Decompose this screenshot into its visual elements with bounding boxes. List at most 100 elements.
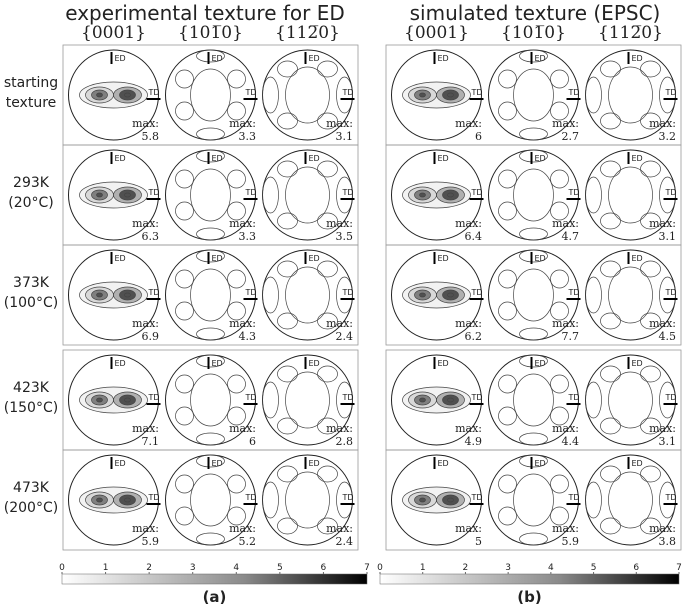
contour (277, 212, 298, 230)
contour (317, 160, 338, 178)
contour (317, 365, 338, 383)
contour (96, 192, 103, 198)
contour (227, 406, 246, 426)
td-label: TD (342, 493, 354, 502)
max-value: 3.3 (239, 130, 257, 143)
contour (277, 417, 298, 435)
contour (513, 168, 554, 222)
colorbar (379, 573, 680, 585)
ed-label: ED (438, 459, 449, 468)
contour (550, 474, 569, 494)
contour (550, 101, 569, 121)
contour (419, 92, 426, 98)
contour (498, 406, 517, 426)
max-value: 3.1 (659, 435, 677, 448)
max-value: 3.5 (336, 230, 354, 243)
column-header: {112̅0} (275, 23, 340, 43)
row-label: 373K (13, 275, 50, 291)
row-frame (385, 449, 682, 551)
td-label: TD (471, 88, 483, 97)
row-label: (200°C) (4, 500, 58, 516)
max-label: max: (455, 317, 482, 330)
contour (124, 192, 131, 198)
td-label: TD (568, 288, 580, 297)
right-title: simulated texture (EPSC) (410, 1, 661, 25)
contour (519, 249, 548, 263)
contour (659, 481, 676, 519)
contour (285, 371, 330, 429)
max-label: max: (552, 117, 579, 130)
contour (659, 381, 676, 419)
contour (447, 92, 454, 98)
contour (190, 68, 231, 122)
ed-label: ED (535, 154, 546, 163)
contour (124, 292, 131, 298)
pole-figure: ED TD max:6.4 (391, 149, 484, 243)
contour (498, 201, 517, 221)
max-value: 4.3 (239, 330, 257, 343)
pole-figure: ED TD max:3.2 (585, 49, 678, 143)
pole-figure: ED TD max:6.9 (68, 249, 161, 343)
contour (550, 169, 569, 189)
max-label: max: (229, 217, 256, 230)
contour (419, 497, 426, 503)
max-value: 7.7 (562, 330, 580, 343)
contour (277, 465, 298, 483)
contour (262, 381, 279, 419)
contour (585, 381, 602, 419)
ed-label: ED (212, 254, 223, 263)
contour (277, 517, 298, 535)
contour (608, 371, 653, 429)
contour (447, 192, 454, 198)
colorbar-tick-label: 3 (505, 563, 511, 573)
ed-label: ED (115, 459, 126, 468)
contour (336, 76, 353, 114)
contour (317, 517, 338, 535)
ed-label: ED (632, 54, 643, 63)
max-label: max: (229, 422, 256, 435)
ed-label: ED (632, 254, 643, 263)
contour (196, 49, 225, 63)
max-value: 2.4 (336, 330, 354, 343)
max-label: max: (326, 117, 353, 130)
contour (175, 201, 194, 221)
pole-figure: ED TD max:6 (165, 354, 258, 448)
contour (600, 365, 621, 383)
contour (498, 69, 517, 89)
column-header: {112̅0} (598, 23, 663, 43)
contour (419, 397, 426, 403)
pole-figure: ED TD max:5.2 (165, 454, 258, 548)
contour (550, 301, 569, 321)
max-value: 7.1 (142, 435, 160, 448)
max-label: max: (649, 317, 676, 330)
max-label: max: (649, 217, 676, 230)
contour (124, 397, 131, 403)
contour (277, 60, 298, 78)
td-label: TD (148, 393, 160, 402)
ed-label: ED (632, 359, 643, 368)
colorbar-tick-label: 1 (420, 563, 426, 573)
column-header: {101̅0} (501, 23, 566, 43)
contour (519, 454, 548, 468)
ed-label: ED (535, 459, 546, 468)
max-label: max: (455, 217, 482, 230)
pole-figure: ED TD max:6.3 (68, 149, 161, 243)
contour (196, 327, 225, 341)
max-value: 2.7 (562, 130, 580, 143)
contour (585, 276, 602, 314)
contour (419, 192, 426, 198)
pole-figure: ED TD max:4.4 (488, 354, 581, 448)
colorbar-tick-label: 7 (364, 563, 370, 573)
column-header: {0001} (81, 23, 146, 43)
contour (498, 101, 517, 121)
contour (277, 312, 298, 330)
max-value: 4.4 (562, 435, 580, 448)
contour (600, 517, 621, 535)
column-header: {101̅0} (178, 23, 243, 43)
ed-label: ED (212, 54, 223, 63)
contour (519, 432, 548, 446)
max-label: max: (326, 522, 353, 535)
contour (608, 66, 653, 124)
contour (498, 506, 517, 526)
contour (585, 176, 602, 214)
